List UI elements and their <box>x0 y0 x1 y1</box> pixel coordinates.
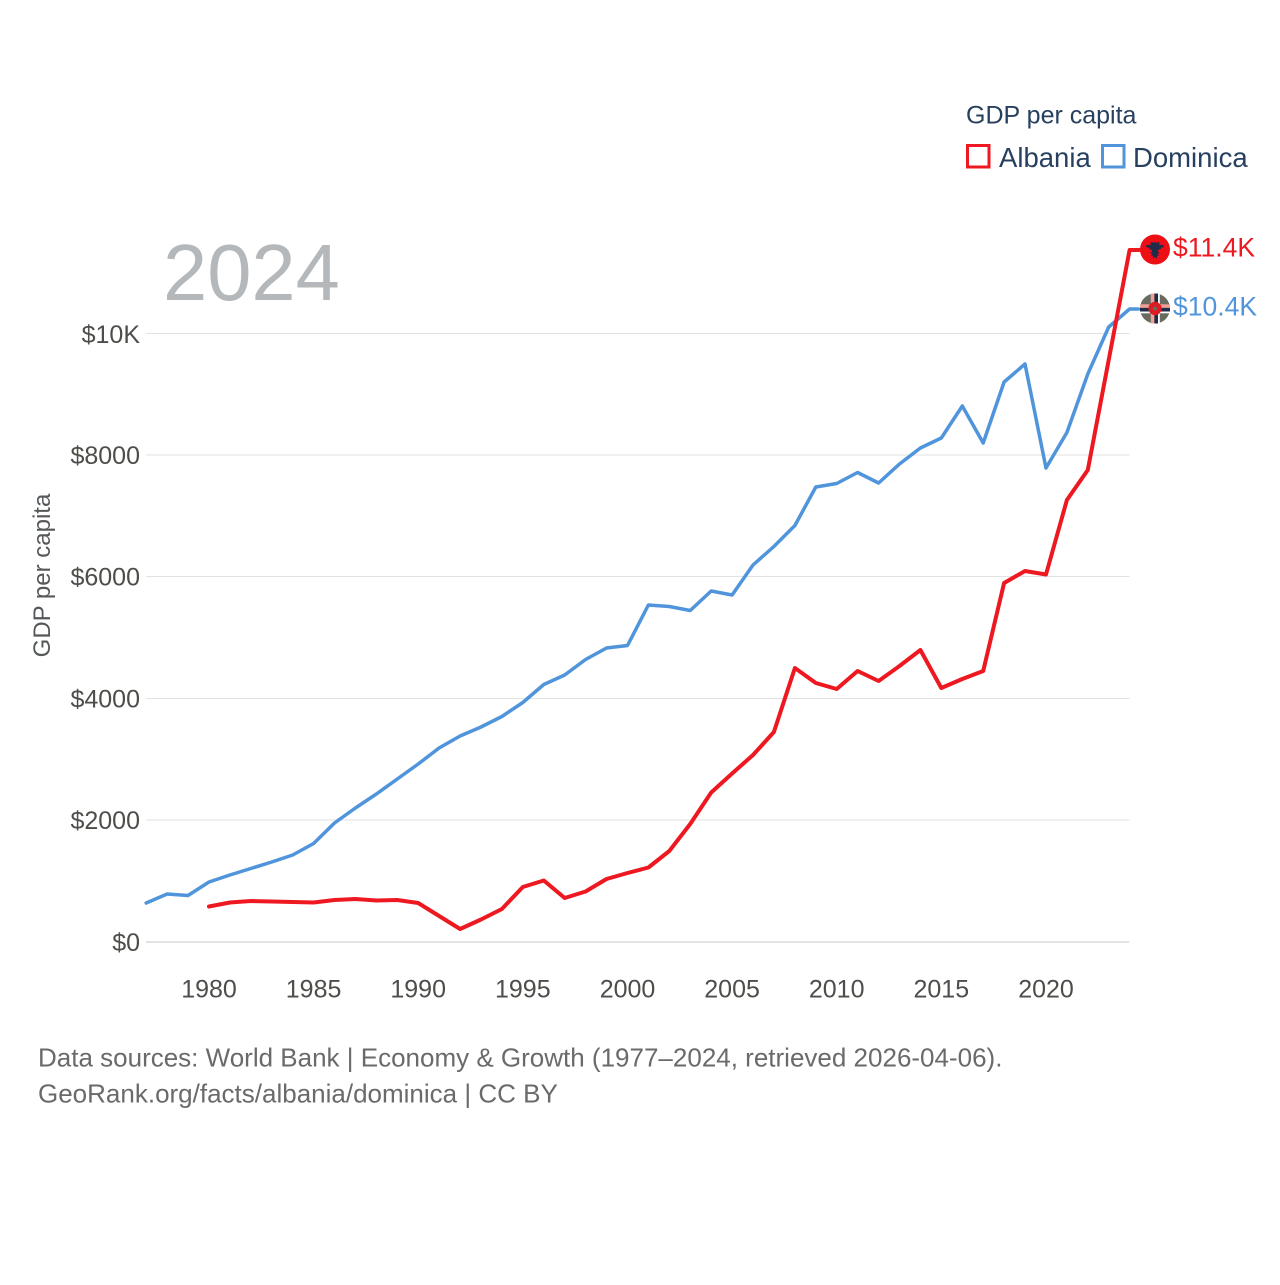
svg-text:$10K: $10K <box>82 321 141 349</box>
svg-text:GDP per capita: GDP per capita <box>966 102 1137 130</box>
svg-text:1980: 1980 <box>181 976 237 1004</box>
svg-text:$11.4K: $11.4K <box>1173 233 1255 263</box>
svg-text:2005: 2005 <box>704 976 760 1004</box>
svg-text:Albania: Albania <box>999 142 1091 173</box>
svg-text:Dominica: Dominica <box>1133 142 1248 173</box>
svg-text:1990: 1990 <box>390 976 446 1004</box>
svg-text:GeoRank.org/facts/albania/domi: GeoRank.org/facts/albania/dominica | CC … <box>38 1079 558 1109</box>
svg-text:$6000: $6000 <box>70 564 140 592</box>
svg-text:2000: 2000 <box>600 976 656 1004</box>
svg-text:2020: 2020 <box>1018 976 1074 1004</box>
svg-text:2010: 2010 <box>809 976 865 1004</box>
svg-text:1995: 1995 <box>495 976 551 1004</box>
svg-text:$10.4K: $10.4K <box>1173 292 1257 322</box>
svg-text:2024: 2024 <box>163 228 340 317</box>
svg-text:$0: $0 <box>112 929 140 957</box>
svg-text:GDP per capita: GDP per capita <box>29 493 56 657</box>
svg-text:1985: 1985 <box>286 976 342 1004</box>
svg-text:$8000: $8000 <box>70 442 140 470</box>
svg-text:Data sources: World Bank | Eco: Data sources: World Bank | Economy & Gro… <box>38 1043 1002 1073</box>
svg-text:2015: 2015 <box>913 976 969 1004</box>
svg-text:$2000: $2000 <box>70 807 140 835</box>
svg-text:$4000: $4000 <box>70 686 140 714</box>
